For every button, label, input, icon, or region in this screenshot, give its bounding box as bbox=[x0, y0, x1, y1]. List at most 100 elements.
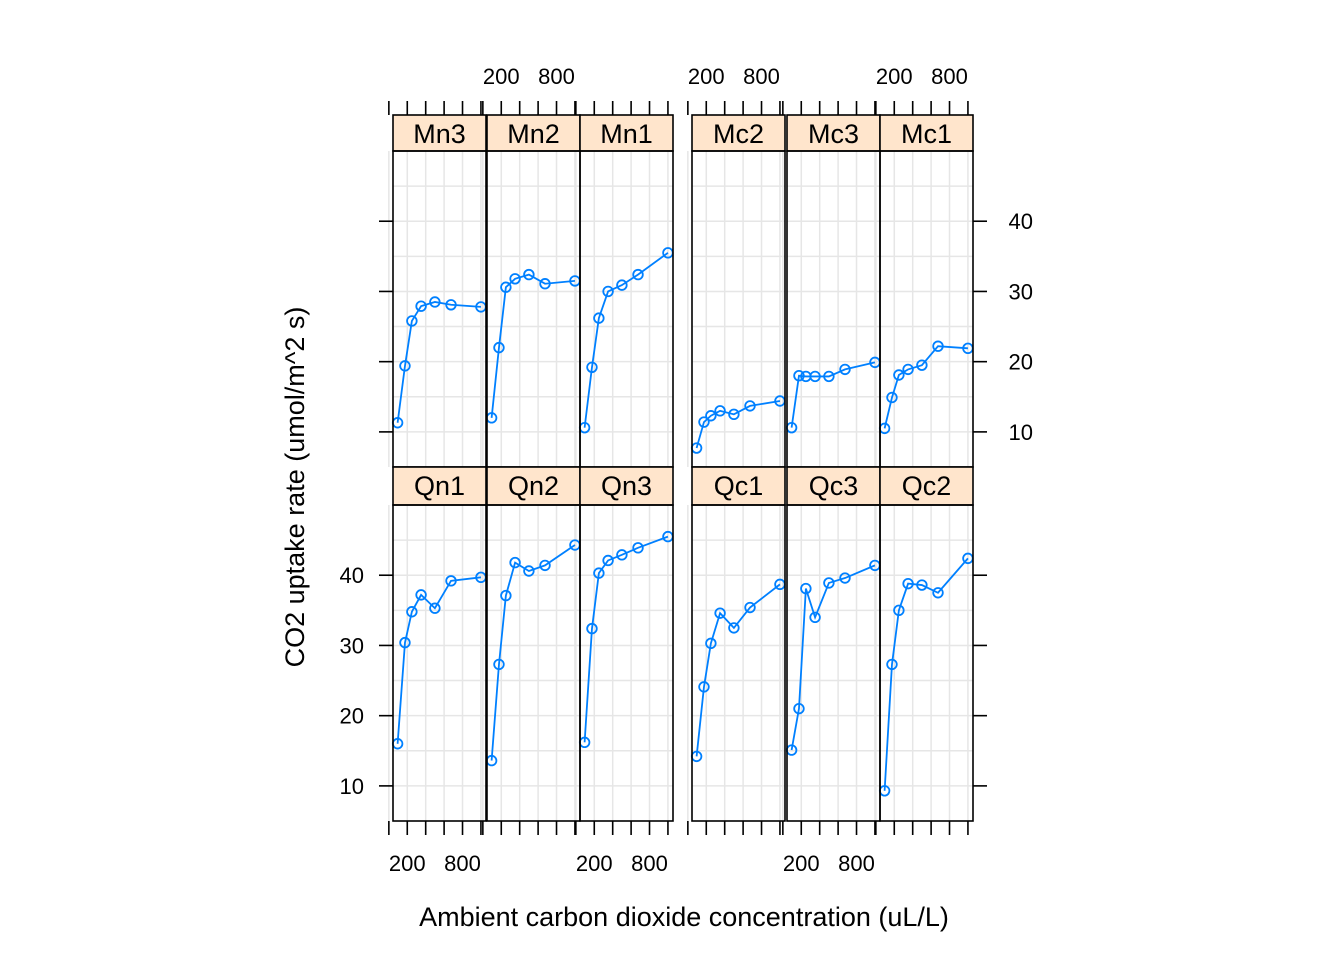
data-point-mc2 bbox=[690, 442, 703, 454]
x-tick-label-bottom: 800 bbox=[631, 851, 668, 876]
data-point-qn3 bbox=[632, 542, 644, 554]
data-point-qn2 bbox=[500, 589, 512, 602]
data-point-qn3 bbox=[593, 567, 605, 579]
series-line-mc1 bbox=[883, 345, 968, 429]
strip-label-qc2: Qc2 bbox=[902, 471, 952, 501]
strip-label-mn2: Mn2 bbox=[507, 119, 560, 149]
series-line-mc3 bbox=[790, 361, 876, 428]
strip-qc2 bbox=[879, 466, 974, 506]
data-point-mc3 bbox=[839, 363, 851, 376]
strip-qn2 bbox=[486, 466, 581, 506]
data-point-mn1 bbox=[586, 361, 598, 373]
strip-mn2 bbox=[486, 114, 581, 152]
data-point-mc1 bbox=[893, 369, 905, 381]
strip-mc1 bbox=[879, 114, 974, 152]
y-tick-label-left: 40 bbox=[340, 563, 364, 588]
data-point-mn1 bbox=[616, 279, 628, 291]
y-tick-label-left: 10 bbox=[340, 774, 364, 799]
data-point-mc2 bbox=[714, 405, 726, 417]
series-line-mn1 bbox=[583, 252, 669, 428]
x-tick-label-bottom: 200 bbox=[389, 851, 426, 876]
data-point-qc2 bbox=[932, 587, 944, 599]
series-layer bbox=[391, 247, 974, 797]
y-tick-label-right: 40 bbox=[1009, 209, 1033, 234]
data-point-mc3 bbox=[809, 370, 821, 383]
x-tick-label-bottom: 200 bbox=[783, 851, 820, 876]
strip-qn3 bbox=[579, 466, 674, 506]
data-point-qc3 bbox=[793, 702, 805, 715]
data-point-mn2 bbox=[509, 273, 521, 285]
series-line-mn2 bbox=[490, 273, 576, 418]
axis-layer: 200 800 200 800 200 800 200 800 200 800 200 800 10 20… bbox=[340, 64, 1033, 876]
data-point-qc3 bbox=[839, 572, 851, 584]
data-point-qn2 bbox=[523, 565, 535, 577]
data-point-mn1 bbox=[632, 268, 644, 281]
strip-label-mn3: Mn3 bbox=[413, 119, 466, 149]
panel-qc2 bbox=[879, 504, 974, 822]
data-point-mc3 bbox=[823, 370, 835, 383]
strip-label-qn3: Qn3 bbox=[601, 471, 652, 501]
data-point-qn2 bbox=[493, 658, 505, 671]
data-point-mc1 bbox=[886, 391, 898, 404]
data-point-qc1 bbox=[705, 637, 717, 650]
data-point-qn1 bbox=[445, 575, 457, 587]
data-point-qc3 bbox=[823, 577, 835, 589]
x-tick-label-top: 800 bbox=[931, 64, 968, 89]
strip-label-qn1: Qn1 bbox=[414, 471, 465, 501]
data-point-qc3 bbox=[809, 611, 821, 624]
data-point-mc2 bbox=[705, 410, 717, 422]
strip-label-mc3: Mc3 bbox=[808, 119, 859, 149]
data-point-mn2 bbox=[523, 268, 535, 281]
data-point-mc3 bbox=[793, 370, 805, 382]
frame-layer: Mn3 Mn2 Mn1 Mc2 Mc3 Mc1 Qn1 Qn2 Qn3 Qc1 Qc3 Qc2 bbox=[392, 114, 974, 822]
data-point-qn1 bbox=[399, 636, 411, 649]
data-point-qc1 bbox=[698, 681, 710, 693]
series-line-qc3 bbox=[790, 564, 876, 751]
data-point-mn3 bbox=[399, 360, 411, 372]
strip-label-qc1: Qc1 bbox=[714, 471, 764, 501]
strip-label-mc1: Mc1 bbox=[901, 119, 952, 149]
x-tick-label-top: 200 bbox=[483, 64, 520, 89]
data-point-qn3 bbox=[602, 554, 614, 567]
data-point-mc2 bbox=[698, 416, 710, 428]
series-line-qc2 bbox=[883, 557, 969, 791]
data-point-mc2 bbox=[744, 400, 756, 412]
data-point-qc1 bbox=[728, 622, 740, 634]
panel-qn3 bbox=[579, 504, 674, 822]
y-tick-label-right: 20 bbox=[1009, 350, 1033, 375]
data-point-qn1 bbox=[415, 589, 427, 601]
x-tick-label-bottom: 200 bbox=[576, 851, 613, 876]
x-tick-label-top: 200 bbox=[688, 64, 725, 89]
data-point-qc2 bbox=[902, 577, 914, 590]
data-point-qn2 bbox=[539, 559, 551, 572]
data-point-mc2 bbox=[728, 408, 740, 421]
series-line-qc1 bbox=[695, 583, 781, 757]
series-line-qn3 bbox=[583, 535, 669, 743]
x-tick-label-top: 800 bbox=[743, 64, 780, 89]
data-point-qn3 bbox=[616, 549, 628, 561]
strip-mn1 bbox=[579, 114, 674, 152]
data-point-qc1 bbox=[744, 601, 756, 614]
strip-label-qc3: Qc3 bbox=[809, 471, 859, 501]
panel-qc1 bbox=[691, 504, 786, 822]
strip-qn1 bbox=[392, 466, 487, 506]
x-tick-label-bottom: 800 bbox=[444, 851, 481, 876]
x-axis-title: Ambient carbon dioxide concentration (uL… bbox=[419, 902, 949, 932]
strip-qc3 bbox=[786, 466, 881, 506]
y-tick-label-left: 20 bbox=[340, 704, 364, 729]
data-point-mn3 bbox=[429, 296, 441, 308]
y-tick-label-left: 30 bbox=[340, 633, 364, 658]
panel-qn1 bbox=[392, 504, 487, 822]
data-point-mn2 bbox=[500, 281, 512, 293]
data-point-qn3 bbox=[586, 622, 598, 635]
data-point-qn1 bbox=[429, 602, 441, 614]
data-point-mn1 bbox=[602, 285, 614, 298]
x-tick-label-bottom: 800 bbox=[838, 851, 875, 876]
data-point-mn3 bbox=[445, 299, 457, 311]
series-line-qn1 bbox=[396, 576, 482, 744]
data-point-mc1 bbox=[916, 359, 928, 371]
data-point-mn3 bbox=[415, 300, 427, 312]
strip-label-mn1: Mn1 bbox=[600, 119, 653, 149]
data-point-mn3 bbox=[406, 315, 418, 327]
data-point-qc3 bbox=[800, 582, 812, 595]
